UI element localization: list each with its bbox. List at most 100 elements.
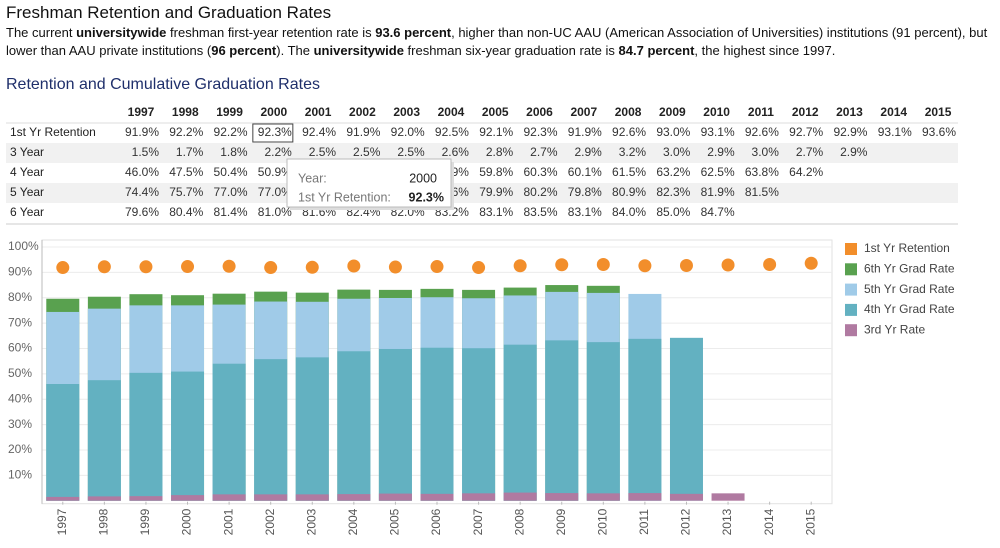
table-cell: 91.9% <box>568 125 602 139</box>
table-cell: 81.0% <box>258 205 292 219</box>
bar <box>129 496 163 501</box>
table-cell: 82.3% <box>656 185 690 199</box>
bar <box>46 496 80 501</box>
bar <box>212 363 246 501</box>
bar <box>628 338 662 501</box>
bar <box>503 344 537 501</box>
table-cell: 60.3% <box>523 165 557 179</box>
table-cell: 83.5% <box>523 205 557 219</box>
table-cell: 80.9% <box>612 185 646 199</box>
x-tick-label: 1997 <box>55 508 69 535</box>
table-cell: 50.4% <box>214 165 248 179</box>
tooltip: Year: 2000 1st Yr Retention: 92.3% <box>286 158 454 210</box>
row-band <box>6 143 958 163</box>
dot <box>181 260 195 274</box>
x-tick-label: 2009 <box>554 508 568 535</box>
table-cell: 80.4% <box>169 205 203 219</box>
table-year: 2015 <box>925 105 952 119</box>
dot <box>347 259 361 273</box>
x-tick-label: 2007 <box>471 508 485 535</box>
table-cell: 2.2% <box>264 145 292 159</box>
table-cell: 84.7% <box>701 205 735 219</box>
table-cell: 92.5% <box>435 125 469 139</box>
table-cell: 2.5% <box>353 145 381 159</box>
table-cell: 92.2% <box>169 125 203 139</box>
table-cell: 79.9% <box>479 185 513 199</box>
table-cell: 2.8% <box>486 145 514 159</box>
table-cell: 77.0% <box>214 185 248 199</box>
table-cell: 74.4% <box>125 185 159 199</box>
x-tick-label: 2006 <box>429 508 443 535</box>
table-cell: 93.1% <box>878 125 912 139</box>
bar <box>129 372 163 501</box>
x-tick-label: 2013 <box>720 508 734 535</box>
table-cell: 3.0% <box>752 145 780 159</box>
table-cell: 2.9% <box>840 145 868 159</box>
dot <box>305 260 319 274</box>
table-cell: 64.2% <box>789 165 823 179</box>
bar <box>46 383 80 501</box>
table-year: 2008 <box>615 105 642 119</box>
x-tick-label: 2000 <box>180 508 194 535</box>
x-tick-label: 2014 <box>762 508 776 535</box>
table-cell: 92.3% <box>258 125 292 139</box>
x-tick-label: 2003 <box>304 508 318 535</box>
table-cell: 46.0% <box>125 165 159 179</box>
table-cell: 80.2% <box>523 185 557 199</box>
bar <box>212 494 246 501</box>
table-cell: 93.6% <box>922 125 956 139</box>
table-cell: 84.0% <box>612 205 646 219</box>
y-tick-label: 50% <box>8 366 32 380</box>
bar <box>171 371 205 501</box>
bar <box>87 496 121 501</box>
dot <box>222 259 236 273</box>
y-tick-label: 30% <box>8 417 32 431</box>
y-tick-label: 80% <box>8 290 32 304</box>
tooltip-label: 1st Yr Retention: <box>298 190 391 204</box>
y-tick-label: 20% <box>8 442 32 456</box>
table-cell: 2.7% <box>530 145 558 159</box>
bar <box>669 493 703 501</box>
bold-text: 96 percent <box>211 43 277 58</box>
y-tick-label: 40% <box>8 391 32 405</box>
table-cell: 92.6% <box>612 125 646 139</box>
table-cell: 59.8% <box>479 165 513 179</box>
table-cell: 79.8% <box>568 185 602 199</box>
table-year: 2003 <box>393 105 420 119</box>
x-tick-label: 2002 <box>263 508 277 535</box>
table-year: 2010 <box>703 105 730 119</box>
dot <box>97 260 111 274</box>
table-year: 2004 <box>438 105 465 119</box>
bar <box>295 494 329 501</box>
dot <box>679 259 693 273</box>
table-year: 2000 <box>260 105 287 119</box>
legend-label: 1st Yr Retention <box>864 241 950 255</box>
table-year: 2005 <box>482 105 509 119</box>
row-label: 6 Year <box>10 205 44 219</box>
dot <box>264 261 278 275</box>
legend-swatch <box>845 303 857 316</box>
bar <box>462 493 496 501</box>
bar <box>628 493 662 501</box>
table-cell: 81.9% <box>701 185 735 199</box>
y-tick-label: 100% <box>8 239 39 253</box>
table-cell: 91.9% <box>125 125 159 139</box>
table-year: 2001 <box>305 105 332 119</box>
table-cell: 92.9% <box>833 125 867 139</box>
bar <box>378 348 412 501</box>
text: ). The <box>276 43 314 58</box>
y-tick-label: 60% <box>8 341 32 355</box>
table-cell: 83.1% <box>479 205 513 219</box>
bar <box>378 493 412 501</box>
table-year: 2014 <box>880 105 907 119</box>
x-tick-label: 2005 <box>388 508 402 535</box>
bar <box>420 493 454 501</box>
x-tick-label: 2012 <box>679 508 693 535</box>
table-cell: 93.1% <box>701 125 735 139</box>
bar <box>87 380 121 501</box>
dot <box>721 258 735 272</box>
bar <box>462 348 496 501</box>
table-cell: 2.5% <box>309 145 337 159</box>
text: , the highest since 1997. <box>694 43 836 58</box>
